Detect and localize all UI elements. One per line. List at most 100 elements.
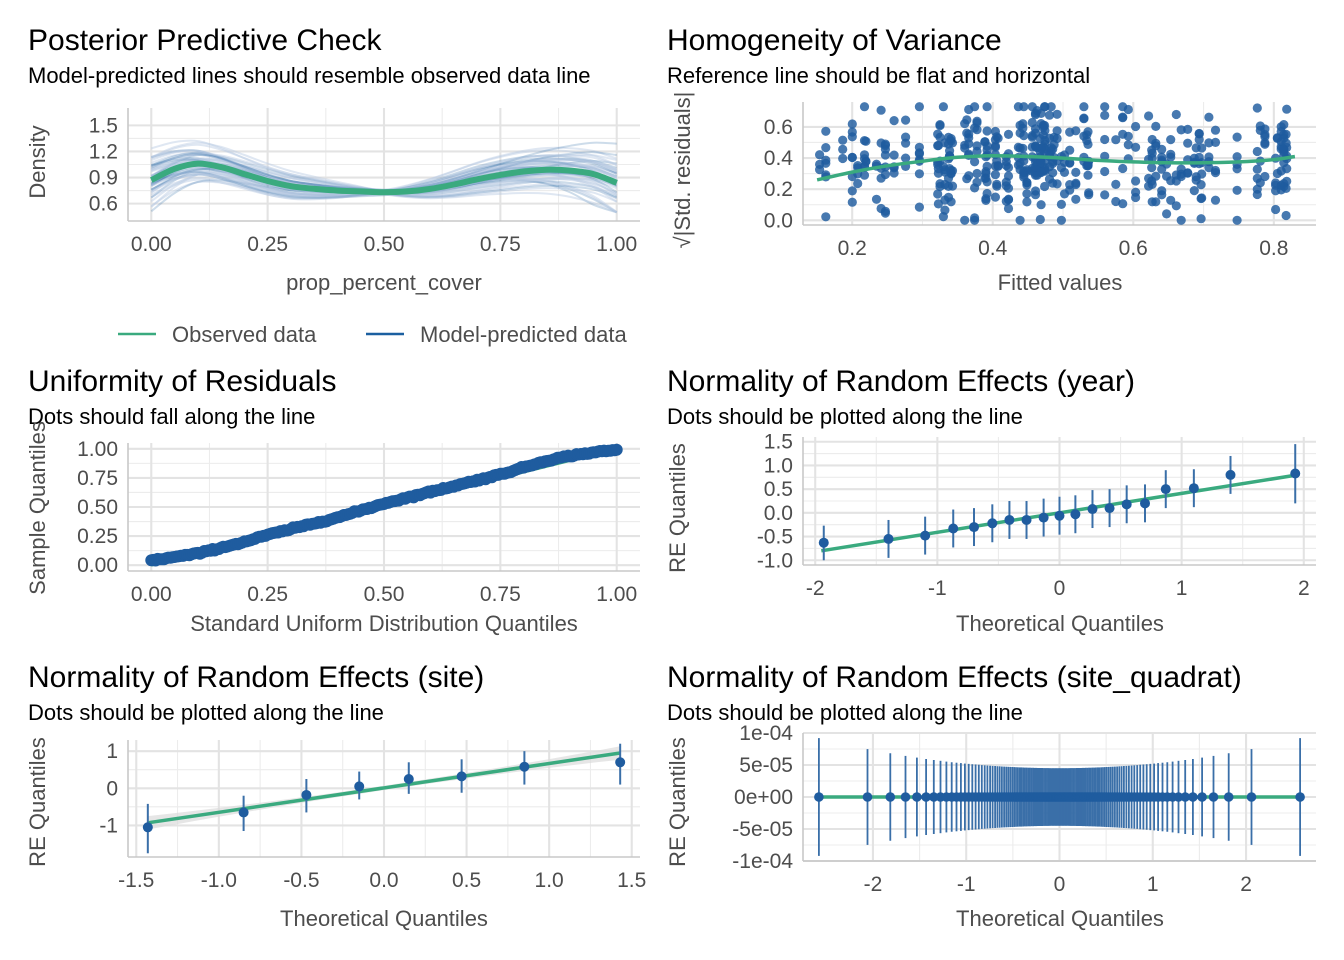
- x-tick-label: -1.5: [118, 869, 154, 892]
- re_year-point: [1121, 499, 1132, 510]
- x-tick-label: -0.5: [283, 869, 319, 892]
- hov-point: [970, 157, 980, 167]
- hov-point: [947, 166, 958, 176]
- re_year-point: [818, 537, 829, 548]
- re_year-point: [1225, 469, 1236, 480]
- hov-point: [1036, 143, 1046, 153]
- panel-re-site: Normality of Random Effects (site) Dots …: [25, 661, 646, 931]
- hov-point: [1255, 178, 1265, 188]
- hov-point: [1015, 215, 1025, 225]
- hov-point: [1131, 121, 1141, 132]
- hov-point: [1083, 139, 1093, 149]
- hov-point: [970, 123, 980, 133]
- unif-x-axis-label: Standard Uniform Distribution Quantiles: [190, 611, 578, 636]
- hov-point: [1111, 196, 1121, 207]
- hov-point: [962, 128, 972, 138]
- re_year-point: [1290, 468, 1301, 479]
- unif-title: Uniformity of Residuals: [28, 365, 336, 398]
- hov-point: [1100, 102, 1110, 112]
- hov-point: [847, 132, 857, 142]
- hov-point: [1260, 171, 1270, 182]
- re-site-plot-area: [142, 743, 626, 854]
- re-quadrat-point: [862, 792, 873, 802]
- re_year-point: [1087, 504, 1098, 515]
- unif-y-axis-label: Sample Quantiles: [25, 421, 50, 595]
- hov-point: [1131, 142, 1141, 152]
- hov-point: [1252, 146, 1262, 157]
- hov-point: [1003, 183, 1014, 193]
- re_site-point: [301, 789, 312, 800]
- hov-point: [1015, 128, 1025, 138]
- y-tick-label: -1e-04: [732, 850, 793, 873]
- hov-point: [1003, 129, 1014, 139]
- hov-point: [1118, 199, 1128, 209]
- re-quadrat-x-axis-label: Theoretical Quantiles: [956, 906, 1164, 931]
- hov-point: [1166, 135, 1176, 145]
- hov-point: [1166, 176, 1176, 186]
- re-site-x-axis-label: Theoretical Quantiles: [280, 906, 488, 931]
- re-quadrat-point: [1188, 792, 1198, 802]
- hov-point: [992, 156, 1002, 166]
- x-tick-label: 0.00: [131, 583, 172, 606]
- hov-point: [1252, 164, 1262, 174]
- y-tick-label: 0.6: [89, 193, 118, 216]
- hov-point: [1036, 119, 1046, 129]
- unif-ticks: 0.00 0.25 0.50 0.75 1.00 0.00 0.25 0.50 0.75 1.00: [77, 438, 637, 606]
- re-quadrat-point: [1180, 792, 1190, 802]
- y-tick-label: 1.5: [89, 114, 118, 137]
- hov-point: [1166, 152, 1176, 162]
- x-tick-label: -2: [864, 873, 883, 896]
- unif-subtitle: Dots should fall along the line: [28, 404, 315, 429]
- y-tick-label: 0.5: [764, 478, 793, 501]
- hov-point: [1123, 131, 1133, 141]
- hov-point: [992, 132, 1002, 142]
- re_year-point: [883, 533, 894, 544]
- hov-point: [990, 170, 1001, 180]
- hov-point: [940, 167, 950, 177]
- re-quadrat-point: [1223, 792, 1234, 802]
- re-year-ticks: -2 -1 0 1 2 -1.0-0.50.00.51.01.5: [757, 431, 1310, 600]
- hov-x-axis-label: Fitted values: [998, 270, 1123, 295]
- hov-point: [1210, 137, 1221, 147]
- hov-point: [1279, 120, 1289, 130]
- hov-point: [1204, 138, 1214, 148]
- hov-title: Homogeneity of Variance: [667, 24, 1002, 57]
- hov-point: [1071, 179, 1081, 190]
- hov-point: [992, 181, 1002, 191]
- x-tick-label: 0.5: [452, 869, 481, 892]
- hov-point: [1232, 185, 1242, 195]
- hov-point: [1232, 215, 1242, 225]
- hov-point: [847, 197, 857, 207]
- ppc-ticks: 0.00 0.25 0.50 0.75 1.00 0.6 0.9 1.2 1.5: [89, 114, 637, 256]
- re-quadrat-point: [1173, 792, 1184, 802]
- panel-re-year: Normality of Random Effects (year) Dots …: [665, 365, 1316, 636]
- hov-point: [1162, 209, 1172, 219]
- hov-point: [1118, 163, 1128, 174]
- y-tick-label: -0.5: [757, 526, 793, 549]
- hov-point: [1157, 190, 1167, 200]
- hov-point: [1111, 135, 1121, 145]
- hov-point: [1151, 138, 1161, 148]
- hov-point: [914, 149, 925, 159]
- hov-point: [1048, 144, 1058, 154]
- x-tick-label: 0: [1054, 873, 1066, 896]
- hov-point: [980, 173, 990, 183]
- re-quadrat-plot-area: [814, 738, 1305, 856]
- hov-point: [1022, 189, 1032, 199]
- x-tick-label: 1.00: [596, 233, 637, 256]
- hov-point: [1035, 214, 1045, 225]
- re-quadrat-point: [912, 792, 922, 802]
- hov-point: [1197, 193, 1207, 203]
- hov-point: [914, 142, 925, 152]
- re-year-title: Normality of Random Effects (year): [667, 365, 1135, 398]
- x-tick-label: 0: [1054, 577, 1066, 600]
- x-tick-label: -1.0: [201, 869, 237, 892]
- hov-point: [1232, 164, 1242, 174]
- hov-point: [838, 135, 848, 145]
- hov-point: [1157, 152, 1167, 162]
- hov-point: [1100, 110, 1110, 120]
- re-quadrat-point: [929, 792, 939, 802]
- hov-plot-area: [815, 102, 1296, 225]
- re-quadrat-point: [1295, 792, 1305, 802]
- hov-point: [1131, 192, 1141, 203]
